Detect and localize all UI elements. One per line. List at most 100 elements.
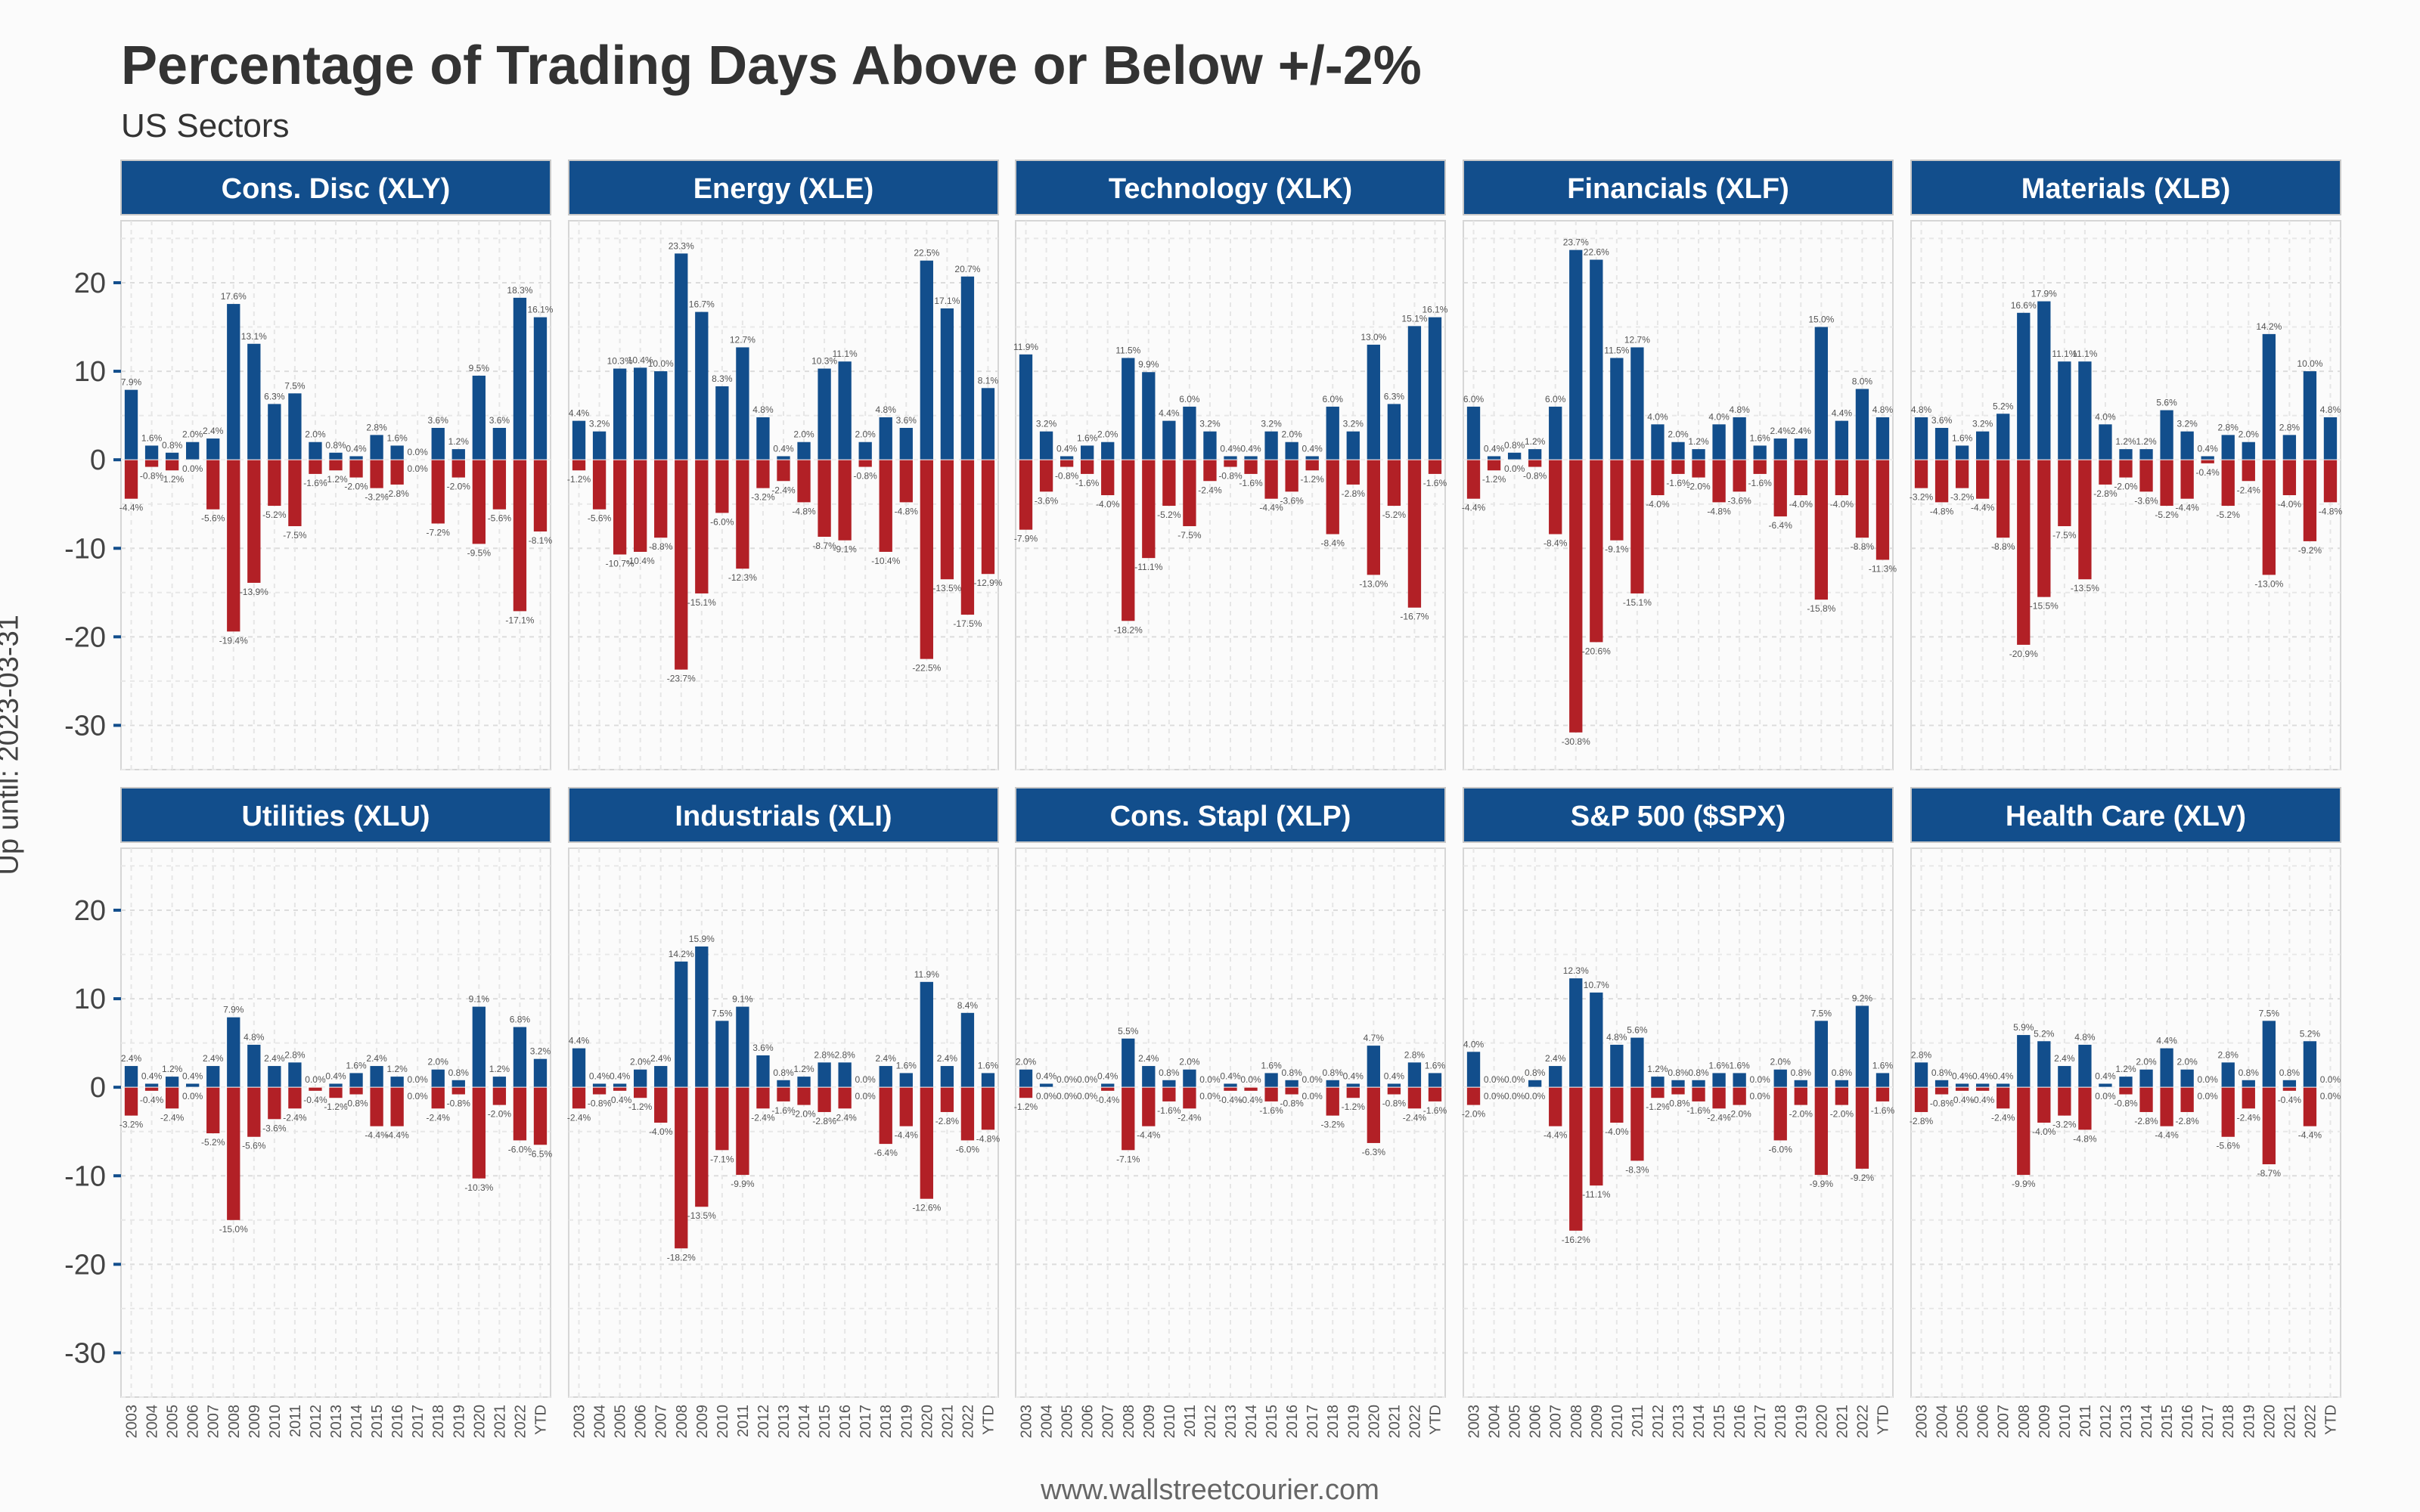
- data-label-up: 0.0%: [1077, 1074, 1098, 1085]
- x-tick-label: 2020: [919, 1405, 935, 1439]
- panel: S&P 500 ($SPX)4.0%-2.0%0.0%0.0%0.0%0.0%0…: [1462, 787, 1894, 1439]
- data-label-down: -4.4%: [119, 503, 144, 513]
- data-label-down: -1.6%: [1075, 478, 1100, 488]
- data-label-up: 4.8%: [1872, 404, 1894, 415]
- data-label-down: -5.2%: [2217, 510, 2241, 520]
- bar-up: [1264, 1073, 1278, 1088]
- data-label-up: 1.6%: [1077, 432, 1098, 443]
- data-label-down: 0.0%: [1504, 1091, 1525, 1101]
- bar-down: [472, 460, 486, 544]
- data-label-up: 0.4%: [1056, 443, 1078, 454]
- data-label-down: 0.0%: [1484, 1091, 1505, 1101]
- bar-up: [879, 417, 892, 460]
- bar-down: [2119, 1087, 2133, 1095]
- bar-down: [227, 1087, 240, 1220]
- data-label-down: -0.8%: [854, 471, 878, 482]
- bar-up: [206, 438, 220, 460]
- data-label-up: 0.8%: [1525, 1067, 1546, 1078]
- data-label-down: -20.9%: [2009, 649, 2038, 659]
- data-label-down: -2.0%: [1727, 1109, 1751, 1120]
- x-tick-label: 2017: [410, 1405, 427, 1439]
- data-label-down: -0.4%: [1971, 1095, 1995, 1105]
- data-label-down: -0.8%: [1930, 1098, 1954, 1109]
- data-label-up: 3.2%: [2176, 419, 2198, 429]
- data-label-up: 3.2%: [1199, 419, 1221, 429]
- bar-up: [1753, 445, 1767, 460]
- bar-down: [247, 1087, 261, 1137]
- data-label-up: 4.0%: [1647, 411, 1668, 422]
- data-label-down: -2.4%: [1198, 485, 1222, 495]
- bar-up: [1692, 1080, 1705, 1088]
- bar-down: [1346, 1087, 1360, 1098]
- data-label-down: -0.4%: [1239, 1095, 1263, 1105]
- bar-down: [1428, 1087, 1442, 1101]
- data-label-down: -17.5%: [953, 618, 982, 629]
- bar-up: [1407, 326, 1422, 460]
- data-label-up: 0.8%: [1668, 1067, 1689, 1078]
- data-label-down: -30.8%: [1562, 736, 1590, 747]
- y-tick-label: 10: [74, 356, 106, 388]
- data-label-up: 0.8%: [162, 440, 183, 451]
- bar-down: [451, 1087, 465, 1095]
- bar-up: [165, 1077, 179, 1088]
- x-tick-label: 2021: [1386, 1405, 1403, 1439]
- data-label-down: -3.6%: [2134, 495, 2158, 506]
- bar-up: [1101, 1083, 1115, 1088]
- data-label-down: -0.4%: [2196, 467, 2220, 478]
- data-label-down: -2.0%: [792, 1109, 816, 1120]
- bar-down: [1285, 460, 1298, 492]
- data-label-down: -4.0%: [1830, 499, 1854, 510]
- x-tick-label: YTD: [532, 1405, 549, 1435]
- bar-down: [818, 460, 831, 538]
- x-tick-label: YTD: [2322, 1405, 2339, 1435]
- bar-up: [2139, 449, 2153, 460]
- data-label-up: 1.2%: [2115, 1064, 2136, 1074]
- data-label-down: -2.4%: [771, 485, 796, 495]
- bar-up: [2160, 410, 2173, 460]
- bar-up: [2303, 371, 2317, 460]
- bar-up: [1081, 445, 1094, 460]
- x-tick-label: 2012: [308, 1405, 324, 1439]
- panel: Cons. Stapl (XLP)2.0%-1.2%0.4%0.0%0.0%0.…: [1014, 787, 1447, 1439]
- bar-down: [1996, 1087, 2010, 1109]
- bar-up: [1692, 449, 1705, 460]
- x-tick-label: 2003: [572, 1405, 588, 1439]
- bar-down: [572, 460, 586, 471]
- bar-down: [451, 460, 465, 478]
- x-tick-label: 2020: [471, 1405, 488, 1439]
- data-label-up: 0.4%: [1302, 443, 1323, 454]
- bar-up: [186, 1083, 200, 1088]
- bar-up: [1590, 259, 1603, 460]
- data-label-down: -9.1%: [833, 544, 857, 555]
- data-label-up: 0.8%: [1281, 1067, 1302, 1078]
- bar-down: [715, 1087, 729, 1151]
- panel-strip: [568, 160, 999, 215]
- bar-up: [1794, 1080, 1807, 1088]
- bar-up: [1814, 327, 1828, 460]
- bar-up: [2037, 301, 2051, 460]
- bar-up: [472, 375, 486, 460]
- data-label-up: 2.0%: [1179, 1057, 1200, 1067]
- data-label-down: -16.2%: [1562, 1235, 1590, 1245]
- x-tick-label: 2011: [2077, 1405, 2094, 1437]
- panel-title: Financials (XLF): [1567, 173, 1789, 205]
- data-label-up: 2.8%: [834, 1049, 855, 1060]
- bar-up: [1549, 1066, 1562, 1088]
- x-tick-label: 2009: [1141, 1405, 1158, 1439]
- bar-down: [1876, 460, 1890, 560]
- data-label-down: -1.6%: [1239, 478, 1263, 488]
- data-label-up: 1.6%: [1729, 1060, 1750, 1070]
- bar-down: [960, 1087, 975, 1141]
- bar-down: [1955, 460, 1969, 488]
- x-tick-label: 2006: [633, 1405, 650, 1439]
- data-label-down: -0.8%: [1218, 471, 1243, 482]
- x-tick-label: 2018: [2220, 1405, 2237, 1439]
- bar-down: [390, 1087, 404, 1126]
- bar-down: [1773, 460, 1787, 517]
- data-label-down: -2.0%: [447, 482, 471, 492]
- data-label-up: 6.0%: [1463, 394, 1485, 404]
- data-label-up: 9.2%: [1852, 993, 1873, 1003]
- bar-down: [634, 460, 647, 552]
- y-tick-label: -30: [64, 710, 106, 742]
- data-label-down: -2.4%: [1177, 1112, 1202, 1123]
